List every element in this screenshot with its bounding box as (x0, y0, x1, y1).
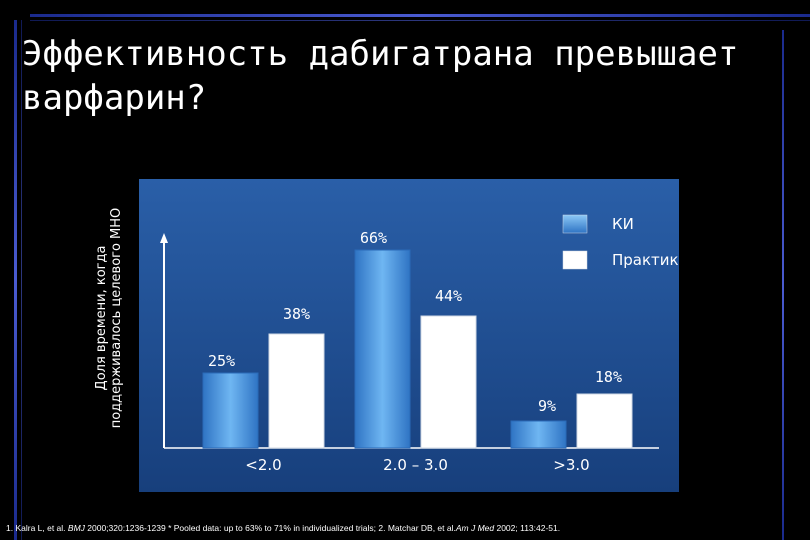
category-label-2: >3.0 (553, 456, 589, 474)
frame-left-stripe-thin (21, 20, 22, 540)
frame-left-stripe (14, 20, 17, 540)
legend-swatch-practice (562, 250, 588, 270)
bar-ki-1 (354, 249, 411, 449)
legend: КИ Практика (562, 214, 679, 270)
frame-top-decoration (0, 0, 810, 30)
page-title: Эффективность дабигатрана превышает варф… (22, 34, 739, 118)
bar-practice-1 (420, 315, 477, 449)
legend-label-ki: КИ (612, 215, 634, 233)
frame-top-stripe-thin (30, 20, 810, 21)
value-label-practice-1: 44% (435, 287, 462, 305)
footnote-text-2: 2000;320:1236-1239 * Pooled data: up to … (84, 523, 456, 533)
footnote-journal-1: BMJ (67, 523, 85, 533)
y-axis-label-line-1: Доля времени, когда (94, 245, 109, 391)
footnote-journal-2: Am J Med (455, 523, 495, 533)
value-label-ki-0: 25% (208, 352, 235, 370)
value-label-practice-0: 38% (283, 305, 310, 323)
bar-practice-2 (576, 393, 633, 449)
bar-ki-2 (510, 420, 567, 449)
footnote-text-1: 1. Kalra L, et al. (6, 523, 68, 533)
legend-label-practice: Практика (612, 251, 679, 269)
value-label-ki-2: 9% (538, 397, 556, 415)
value-label-ki-1: 66% (360, 229, 387, 247)
footnote-text-3: 2002; 113:42-51. (494, 523, 561, 533)
value-label-practice-2: 18% (595, 368, 622, 386)
bar-ki-0 (202, 372, 259, 449)
bar-chart: 25% 38% <2.0 66% 44% 2.0 – 3.0 9% 18% >3.0 КИ Пра… (139, 179, 679, 492)
footnote: 1. Kalra L, et al. BMJ 2000;320:1236-123… (6, 523, 806, 533)
category-label-0: <2.0 (245, 456, 281, 474)
y-axis-label-line-2: поддерживалось целевого МНО (109, 207, 124, 429)
bars-group: 25% 38% <2.0 66% 44% 2.0 – 3.0 9% 18% >3.0 (202, 229, 633, 474)
bar-practice-0 (268, 333, 325, 449)
category-label-1: 2.0 – 3.0 (383, 456, 448, 474)
y-axis-arrow (160, 233, 168, 243)
y-axis-label-text: Доля времени, когда поддерживалось целево… (94, 208, 124, 429)
legend-swatch-ki (562, 214, 588, 234)
frame-left-decoration (0, 0, 30, 540)
frame-top-stripe (30, 14, 810, 17)
frame-right-stripe (782, 30, 784, 540)
y-axis-label: Доля времени, когда поддерживалось целево… (84, 186, 134, 450)
